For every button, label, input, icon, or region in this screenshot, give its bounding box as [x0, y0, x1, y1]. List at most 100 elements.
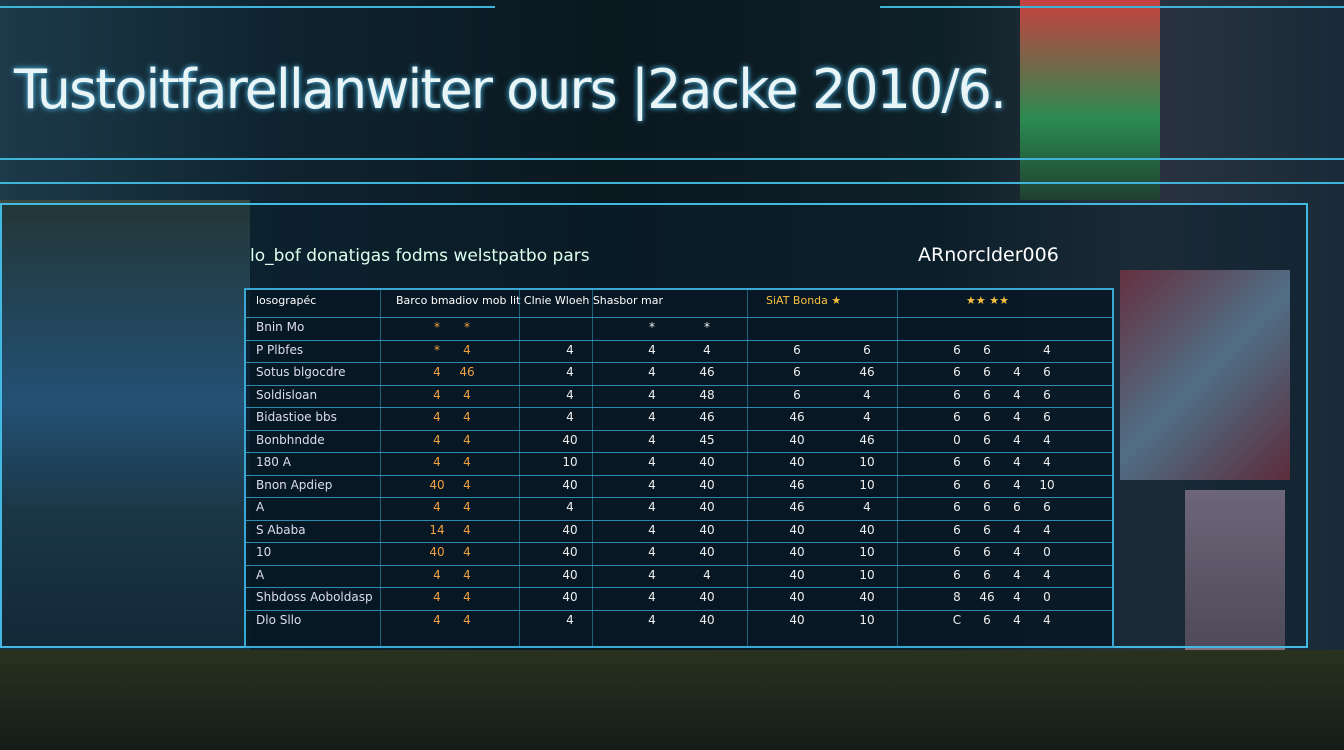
- row-label: Bnon Apdiep: [256, 477, 333, 492]
- table-cell: *: [649, 320, 655, 334]
- row-divider: [246, 519, 1112, 521]
- table-cell: *: [704, 320, 710, 334]
- table-cell: 4: [433, 365, 441, 379]
- row-divider: [246, 407, 1112, 408]
- table-cell: 4: [1043, 342, 1051, 357]
- table-cell: 14: [429, 522, 445, 537]
- table-cell: 10: [859, 455, 875, 469]
- table-cell: 40: [699, 500, 715, 514]
- table-cell: 4: [433, 567, 441, 582]
- table: losograpéc Barco bmadiov mob lit Clnie Wl…: [244, 288, 1114, 648]
- table-cell: 4: [648, 612, 656, 627]
- row-label: Bnin Mo: [256, 320, 305, 334]
- table-cell: 40: [789, 567, 805, 582]
- table-cell: 40: [429, 545, 445, 559]
- table-cell: 4: [463, 455, 471, 469]
- row-divider: [246, 452, 1112, 453]
- table-cell: 6: [953, 567, 961, 582]
- table-cell: 6: [983, 477, 991, 492]
- row-divider: [246, 542, 1112, 543]
- table-cell: 40: [789, 612, 805, 627]
- table-cell: 6: [953, 477, 961, 492]
- table-cell: 46: [699, 365, 715, 379]
- table-cell: 4: [463, 432, 471, 447]
- row-label: Bidastioe bbs: [256, 410, 337, 424]
- table-cell: C: [952, 612, 962, 627]
- background-left: [0, 200, 250, 650]
- table-cell: 6: [793, 387, 801, 402]
- table-cell: 4: [463, 342, 471, 357]
- table-cell: 40: [562, 477, 578, 492]
- table-cell: 4: [1043, 612, 1051, 627]
- table-cell: 4: [1043, 432, 1051, 447]
- background-ground: [0, 650, 1344, 750]
- row-divider: [246, 587, 1112, 588]
- table-cell: 40: [562, 432, 578, 447]
- table-cell: 10: [859, 612, 875, 627]
- table-cell: 4: [463, 590, 471, 604]
- table-cell: 4: [648, 567, 656, 582]
- row-divider: [246, 362, 1112, 363]
- table-cell: 46: [699, 410, 715, 424]
- deco-line: [0, 158, 1344, 160]
- table-cell: 4: [648, 410, 656, 424]
- table-cell: *: [434, 342, 440, 357]
- table-cell: 40: [789, 545, 805, 559]
- table-cell: 4: [1043, 455, 1051, 469]
- table-cell: 0: [1043, 545, 1051, 559]
- table-cell: 4: [648, 365, 656, 379]
- table-cell: 4: [1013, 477, 1021, 492]
- table-cell: 40: [789, 432, 805, 447]
- table-cell: 4: [648, 342, 656, 357]
- table-cell: 4: [1013, 455, 1021, 469]
- table-cell: 10: [859, 477, 875, 492]
- table-header: SiAT Bonda ★: [766, 294, 842, 307]
- table-cell: 40: [562, 522, 578, 537]
- table-cell: 0: [1043, 590, 1051, 604]
- column-divider: [747, 290, 748, 646]
- table-header: Barco bmadiov mob lit Clnie Wloeh Shasbo…: [396, 294, 663, 307]
- table-cell: 40: [789, 522, 805, 537]
- table-cell: 4: [566, 342, 574, 357]
- table-cell: 40: [699, 612, 715, 627]
- table-cell: 4: [463, 545, 471, 559]
- table-cell: 4: [1013, 612, 1021, 627]
- table-cell: 46: [459, 365, 475, 379]
- table-cell: 4: [648, 477, 656, 492]
- row-divider: [246, 339, 1112, 341]
- table-cell: 6: [983, 365, 991, 379]
- row-label: Bonbhndde: [256, 432, 325, 447]
- table-cell: 10: [1039, 477, 1055, 492]
- table-cell: 4: [863, 387, 871, 402]
- table-cell: 4: [463, 387, 471, 402]
- table-cell: 40: [699, 455, 715, 469]
- row-divider: [246, 384, 1112, 386]
- table-cell: 10: [562, 455, 578, 469]
- table-cell: 4: [433, 455, 441, 469]
- table-cell: 40: [699, 477, 715, 492]
- row-divider: [246, 497, 1112, 498]
- table-cell: 46: [859, 365, 875, 379]
- table-cell: 4: [566, 612, 574, 627]
- table-header: ★★ ★★: [966, 294, 1009, 307]
- row-label: Shbdoss Aoboldasp: [256, 590, 373, 604]
- table-cell: 4: [463, 477, 471, 492]
- table-cell: 45: [699, 432, 715, 447]
- row-label: Sotus blgocdre: [256, 365, 346, 379]
- table-cell: 4: [1013, 545, 1021, 559]
- table-cell: 4: [566, 410, 574, 424]
- table-cell: 6: [793, 365, 801, 379]
- table-cell: 40: [859, 522, 875, 537]
- table-cell: 6: [983, 342, 991, 357]
- table-cell: 6: [983, 545, 991, 559]
- row-divider: [246, 609, 1112, 611]
- table-cell: 4: [648, 500, 656, 514]
- table-cell: 6: [953, 522, 961, 537]
- table-cell: 6: [1043, 410, 1051, 424]
- row-divider: [246, 429, 1112, 431]
- table-cell: 6: [983, 612, 991, 627]
- table-cell: 4: [863, 410, 871, 424]
- table-cell: 4: [1013, 522, 1021, 537]
- table-cell: 4: [433, 410, 441, 424]
